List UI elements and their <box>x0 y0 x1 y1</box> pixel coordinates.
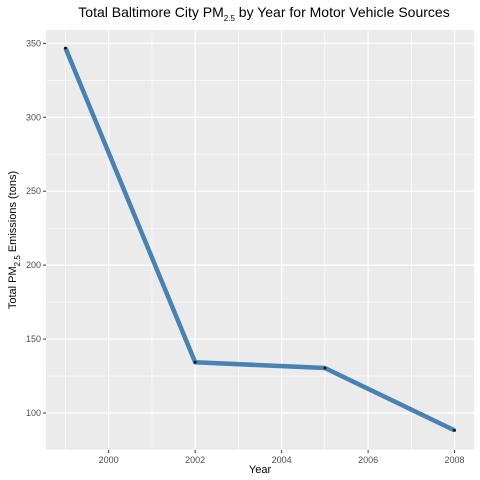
y-axis-title-main: Total PM <box>7 266 19 309</box>
x-tick-label: 2000 <box>99 455 119 465</box>
y-tick-label: 200 <box>26 260 41 270</box>
y-axis-title-subscript: 2.5 <box>13 255 22 267</box>
y-axis-title-suffix: Emissions (tons) <box>7 171 19 255</box>
y-tick-label: 250 <box>26 186 41 196</box>
plot-panel <box>46 30 474 450</box>
y-tick-label: 100 <box>26 408 41 418</box>
chart-title-suffix: by Year for Motor Vehicle Sources <box>235 4 450 20</box>
series-point <box>453 428 456 432</box>
y-tick-label: 350 <box>26 38 41 48</box>
x-tick-label: 2008 <box>445 455 465 465</box>
y-tick-label: 150 <box>26 334 41 344</box>
chart-title-subscript: 2.5 <box>224 14 236 23</box>
x-tick-label: 2004 <box>272 455 292 465</box>
grid-minor <box>46 30 474 451</box>
series-line <box>63 47 456 433</box>
series-layer <box>63 46 456 433</box>
x-tick-label: 2006 <box>358 455 378 465</box>
series-point <box>193 360 197 364</box>
chart-title-main: Total Baltimore City PM <box>78 4 223 20</box>
x-axis-ticks: 2000 2002 2004 2006 2008 <box>99 450 465 465</box>
grid-major <box>46 30 474 450</box>
series-point <box>323 366 327 370</box>
chart-title: Total Baltimore City PM2.5 by Year for M… <box>78 4 449 23</box>
x-axis-title: Year <box>249 464 272 476</box>
y-tick-label: 300 <box>26 112 41 122</box>
series-point <box>64 46 67 50</box>
y-axis-ticks: 100 150 200 250 300 350 <box>26 38 46 418</box>
x-tick-label: 2002 <box>185 455 205 465</box>
y-axis-title: Total PM2.5 Emissions (tons) <box>7 171 22 309</box>
